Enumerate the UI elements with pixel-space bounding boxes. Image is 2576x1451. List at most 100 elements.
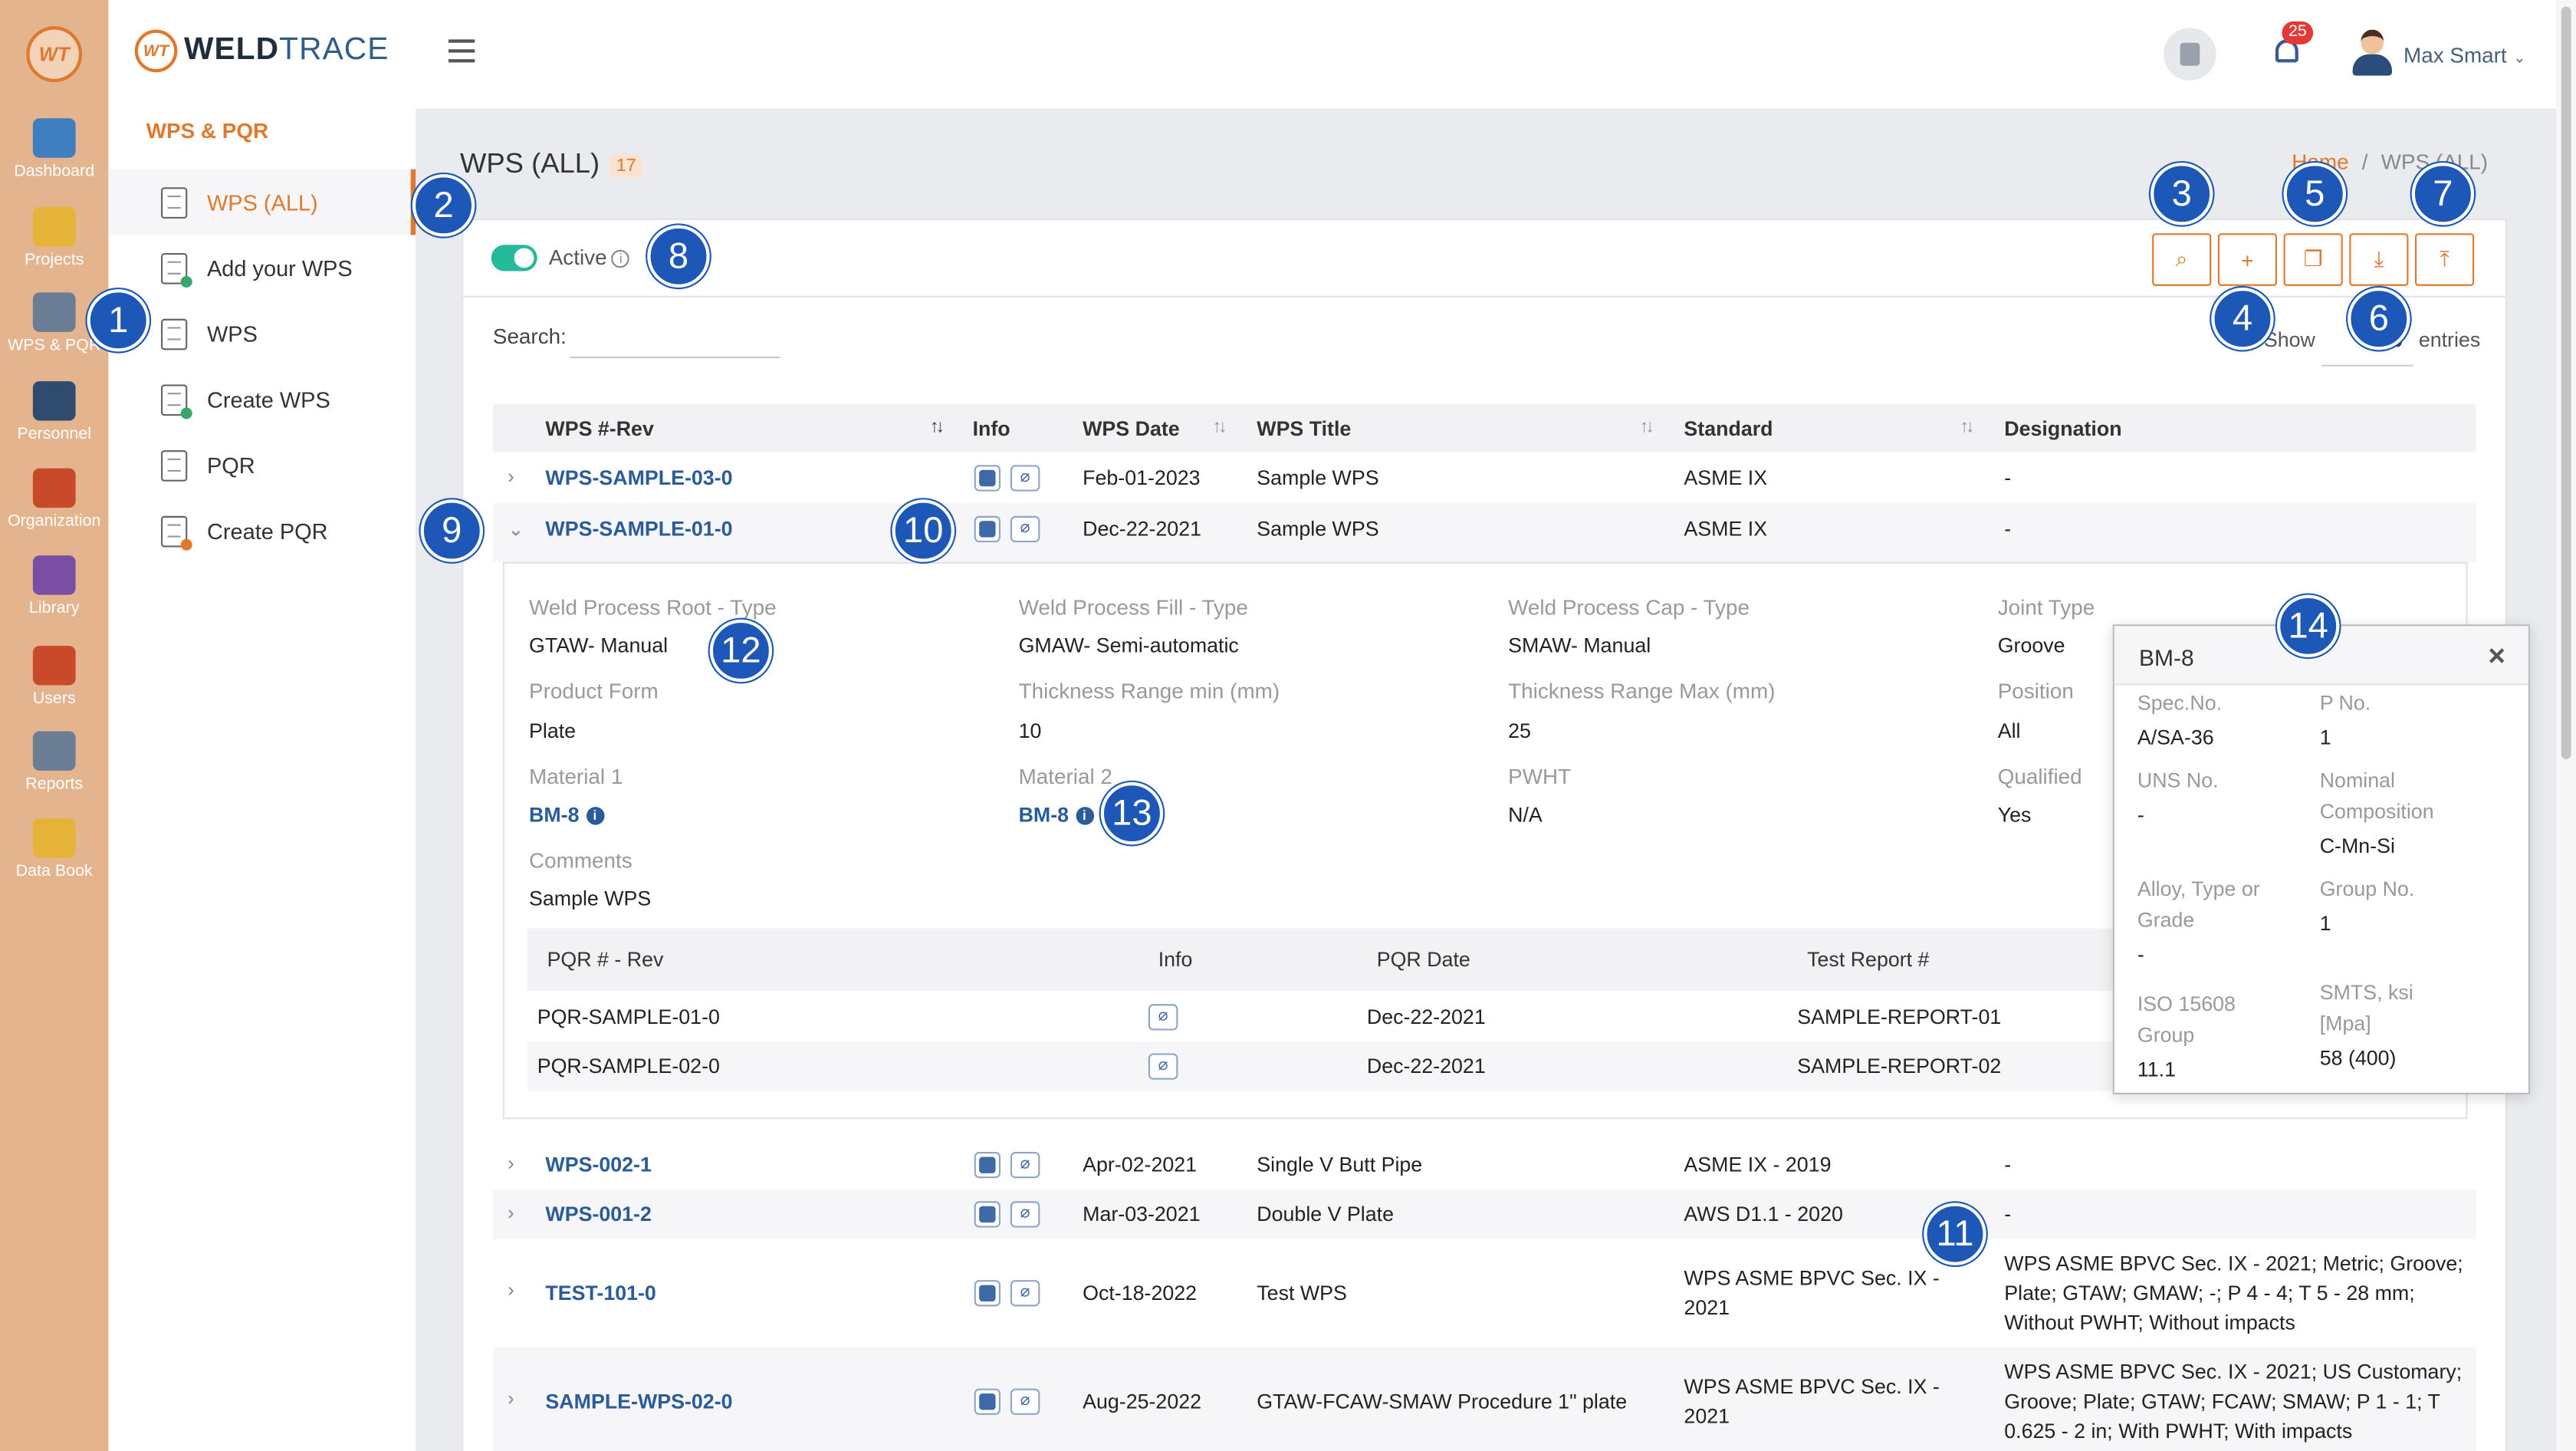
chevron-down-icon: ⌄ bbox=[2513, 49, 2526, 66]
info-icon[interactable]: i bbox=[1075, 807, 1094, 825]
app-logo[interactable]: WT bbox=[26, 26, 83, 83]
annotation-marker: 10 bbox=[892, 499, 955, 562]
upload-button[interactable]: ⤒ bbox=[2415, 233, 2475, 286]
scrollbar-thumb[interactable] bbox=[2561, 6, 2571, 759]
smts-label: [Mpa] bbox=[2319, 1012, 2371, 1035]
chevron-right-icon[interactable]: › bbox=[508, 1152, 514, 1176]
menu-item-add-your-wps[interactable]: Add your WPS bbox=[108, 235, 416, 301]
attachment-icon[interactable]: ⌀ bbox=[1010, 515, 1040, 543]
field-label: Thickness Range min (mm) bbox=[1018, 678, 1280, 704]
check-icon[interactable] bbox=[974, 465, 1001, 492]
wps-link[interactable]: WPS-002-1 bbox=[545, 1153, 652, 1177]
wps-standard: WPS ASME BPVC Sec. IX - bbox=[1684, 1375, 1940, 1399]
page-scrollbar[interactable] bbox=[2556, 0, 2576, 1451]
chevron-right-icon[interactable]: › bbox=[508, 1201, 514, 1225]
document-icon bbox=[161, 449, 188, 481]
hamburger-menu-icon[interactable] bbox=[449, 39, 475, 63]
column-header-wps-title[interactable]: WPS Title bbox=[1257, 417, 1352, 441]
wps-link[interactable]: SAMPLE-WPS-02-0 bbox=[545, 1390, 733, 1413]
check-icon[interactable] bbox=[974, 1280, 1001, 1307]
annotation-marker: 2 bbox=[412, 174, 475, 237]
table-row[interactable]: › WPS-001-2 ⌀ Mar-03-2021 Double V Plate… bbox=[492, 1189, 2476, 1239]
menu-section-title: WPS & PQR bbox=[146, 118, 269, 143]
chevron-right-icon[interactable]: › bbox=[508, 465, 514, 489]
check-icon[interactable] bbox=[974, 515, 1001, 543]
rail-item-data-book[interactable]: Data Book bbox=[0, 818, 108, 880]
brand-logo[interactable]: WT WELDTRACE bbox=[134, 29, 389, 73]
dashboard-icon bbox=[32, 118, 76, 158]
rail-item-wps-pqr[interactable]: WPS & PQR bbox=[0, 292, 108, 355]
sort-icon[interactable]: ↑↓ bbox=[1212, 417, 1227, 437]
wps-link[interactable]: WPS-SAMPLE-01-0 bbox=[545, 517, 733, 541]
column-header-wps-rev[interactable]: WPS #-Rev bbox=[545, 417, 654, 441]
sort-desc-icon[interactable]: ↑↓ bbox=[929, 417, 945, 437]
wps-date: Mar-03-2021 bbox=[1083, 1203, 1201, 1226]
chevron-right-icon[interactable]: › bbox=[508, 1387, 514, 1410]
chevron-right-icon[interactable]: › bbox=[508, 1278, 514, 1302]
wps-link[interactable]: WPS-SAMPLE-03-0 bbox=[545, 466, 733, 490]
attachment-icon[interactable]: ⌀ bbox=[1010, 1201, 1040, 1228]
table-row-expanded[interactable]: ⌄ WPS-SAMPLE-01-0 ⌀ Dec-22-2021 Sample W… bbox=[492, 502, 2476, 562]
attachment-icon[interactable]: ⌀ bbox=[1010, 1152, 1040, 1179]
search-input[interactable] bbox=[570, 315, 780, 359]
wps-link[interactable]: TEST-101-0 bbox=[545, 1282, 656, 1305]
material-1-link[interactable]: BM-8 bbox=[529, 803, 580, 827]
annotation-marker: 6 bbox=[2348, 287, 2410, 350]
info-icon[interactable]: i bbox=[586, 807, 604, 825]
chevron-down-icon[interactable]: ⌄ bbox=[508, 517, 524, 541]
field-label: Weld Process Root - Type bbox=[529, 594, 777, 620]
attachment-icon[interactable]: ⌀ bbox=[1010, 1388, 1040, 1415]
pqr-column-header: PQR Date bbox=[1376, 948, 1470, 972]
menu-item-pqr[interactable]: PQR bbox=[108, 433, 416, 498]
wps-link[interactable]: WPS-001-2 bbox=[545, 1203, 652, 1226]
notifications-bell[interactable]: 25 bbox=[2272, 21, 2314, 66]
rail-item-personnel[interactable]: Personnel bbox=[0, 381, 108, 444]
column-header-designation[interactable]: Designation bbox=[2004, 417, 2122, 441]
rail-item-library[interactable]: Library bbox=[0, 555, 108, 618]
wps-designation: Without PWHT; Without impacts bbox=[2004, 1311, 2295, 1334]
download-button[interactable]: ⤓ bbox=[2349, 233, 2409, 286]
copy-button[interactable]: ❐ bbox=[2283, 233, 2343, 286]
user-menu[interactable]: Max Smart ⌄ bbox=[2404, 43, 2525, 67]
field-label: Thickness Range Max (mm) bbox=[1508, 678, 1776, 704]
active-toggle[interactable] bbox=[491, 245, 537, 271]
column-header-standard[interactable]: Standard bbox=[1684, 417, 1773, 441]
attachment-icon[interactable]: ⌀ bbox=[1010, 1280, 1040, 1307]
menu-item-create-pqr[interactable]: Create PQR bbox=[108, 498, 416, 564]
rail-label: Users bbox=[32, 689, 76, 709]
search-button[interactable]: ⌕ bbox=[2152, 233, 2212, 286]
info-icon[interactable]: i bbox=[612, 249, 630, 268]
pqr-column-header: PQR # - Rev bbox=[547, 948, 664, 972]
table-row[interactable]: › TEST-101-0 ⌀ Oct-18-2022 Test WPS WPS … bbox=[493, 1239, 2476, 1347]
rail-item-dashboard[interactable]: Dashboard bbox=[0, 118, 108, 181]
table-row[interactable]: › SAMPLE-WPS-02-0 ⌀ Aug-25-2022 GTAW-FCA… bbox=[492, 1347, 2476, 1451]
check-icon[interactable] bbox=[974, 1201, 1001, 1228]
attachment-icon[interactable]: ⌀ bbox=[1148, 1004, 1178, 1031]
spec-value: A/SA-36 bbox=[2137, 726, 2214, 750]
add-button[interactable]: + bbox=[2217, 233, 2277, 286]
close-icon[interactable]: × bbox=[2488, 639, 2505, 673]
attachment-icon[interactable]: ⌀ bbox=[1010, 465, 1040, 492]
book-button[interactable] bbox=[2164, 28, 2216, 81]
rail-item-projects[interactable]: Projects bbox=[0, 206, 108, 269]
annotation-marker: 1 bbox=[87, 289, 150, 352]
material-2-link[interactable]: BM-8 bbox=[1018, 803, 1070, 827]
wps-title: Sample WPS bbox=[1257, 517, 1379, 541]
menu-item-create-wps[interactable]: Create WPS bbox=[108, 367, 416, 433]
column-header-wps-date[interactable]: WPS Date bbox=[1083, 417, 1180, 441]
menu-item-wps[interactable]: WPS bbox=[108, 301, 416, 367]
sort-icon[interactable]: ↑↓ bbox=[1639, 417, 1654, 437]
check-icon[interactable] bbox=[974, 1152, 1001, 1179]
table-row[interactable]: › WPS-002-1 ⌀ Apr-02-2021 Single V Butt … bbox=[493, 1140, 2476, 1189]
avatar[interactable] bbox=[2351, 29, 2394, 79]
pqr-row[interactable]: PQR-SAMPLE-01-0 ⌀ Dec-22-2021 SAMPLE-REP… bbox=[527, 992, 2459, 1041]
attachment-icon[interactable]: ⌀ bbox=[1148, 1053, 1178, 1080]
rail-item-users[interactable]: Users bbox=[0, 646, 108, 709]
check-icon[interactable] bbox=[974, 1388, 1001, 1415]
table-row[interactable]: › WPS-SAMPLE-03-0 ⌀ Feb-01-2023 Sample W… bbox=[493, 453, 2476, 502]
rail-item-reports[interactable]: Reports bbox=[0, 731, 108, 794]
rail-item-organization[interactable]: Organization bbox=[0, 468, 108, 531]
sort-icon[interactable]: ↑↓ bbox=[1960, 417, 1974, 437]
pqr-number: PQR-SAMPLE-02-0 bbox=[537, 1055, 720, 1078]
menu-item-wps-all[interactable]: WPS (ALL) bbox=[108, 169, 416, 235]
